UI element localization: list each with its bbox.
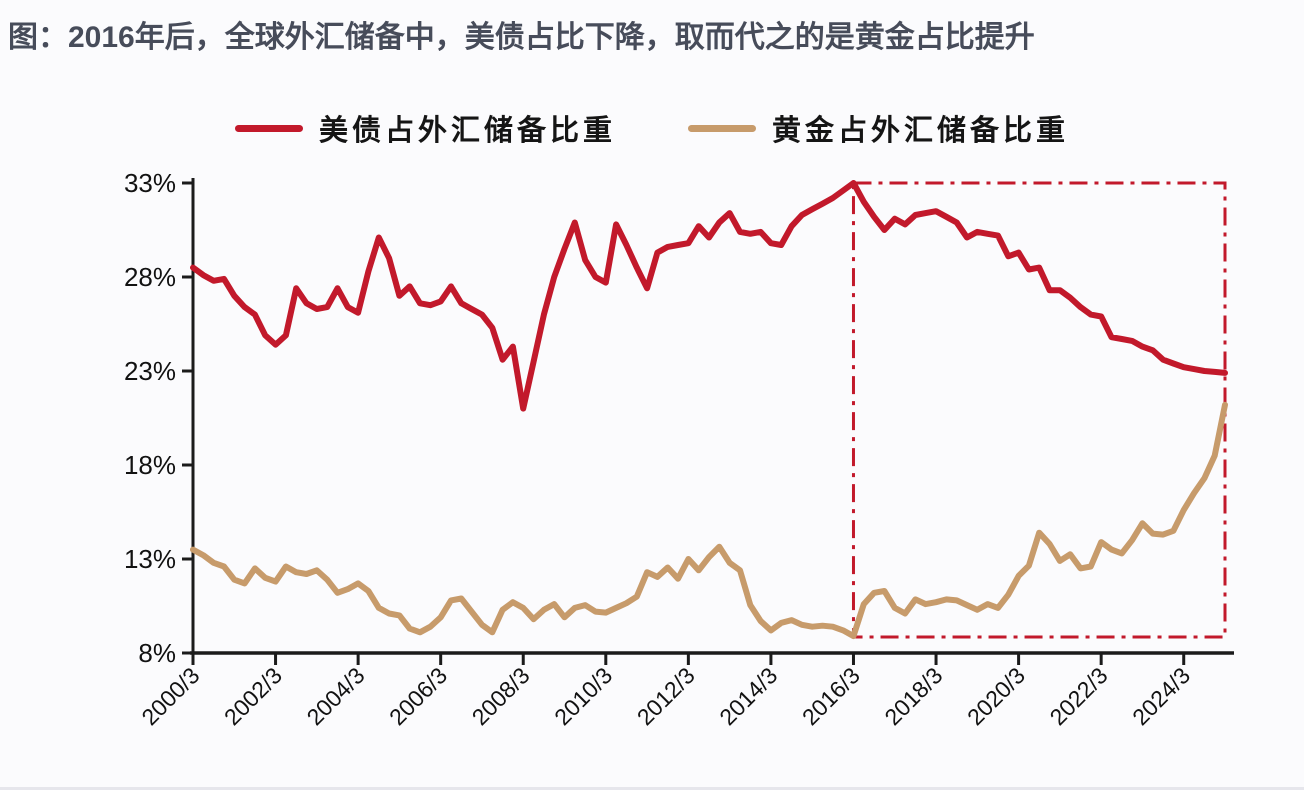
y-tick-label: 8% — [138, 638, 176, 668]
x-tick-label: 2008/3 — [467, 662, 535, 730]
series-us-debt-line — [190, 180, 1228, 412]
chart-legend: 美债占外汇储备比重 黄金占外汇储备比重 — [0, 104, 1304, 152]
x-tick-label: 2010/3 — [549, 662, 617, 730]
legend-item-gold: 黄金占外汇储备比重 — [688, 107, 1069, 149]
legend-item-us-debt: 美债占外汇储备比重 — [234, 107, 616, 149]
legend-line-swatch-red — [234, 124, 303, 132]
y-tick-label: 18% — [124, 450, 176, 480]
x-tick-label: 2016/3 — [797, 662, 865, 730]
x-tick-label: 2020/3 — [962, 662, 1030, 730]
x-tick-label: 2022/3 — [1045, 662, 1113, 730]
x-tick-label: 2012/3 — [632, 662, 700, 730]
y-tick-label: 28% — [124, 262, 176, 292]
chart-title: 图：2016年后，全球外汇储备中，美债占比下降，取而代之的是黄金占比提升 — [8, 21, 1035, 54]
y-tick-label: 23% — [124, 356, 176, 386]
x-tick-label: 2018/3 — [879, 662, 947, 730]
legend-label-gold: 黄金占外汇储备比重 — [772, 113, 1070, 147]
x-tick-label: 2004/3 — [302, 662, 370, 730]
x-tick-label: 2014/3 — [714, 662, 782, 730]
y-tick-label: 13% — [124, 544, 176, 574]
x-tick-label: 2000/3 — [136, 662, 204, 730]
legend-line-swatch-gold — [688, 124, 756, 132]
x-tick-label: 2002/3 — [219, 662, 287, 730]
bottom-divider — [0, 787, 1304, 790]
highlight-box-2016-onward — [851, 181, 1227, 639]
series-gold-line — [190, 401, 1228, 640]
x-tick-label: 2024/3 — [1127, 662, 1195, 730]
legend-label-us-debt: 美债占外汇储备比重 — [318, 113, 616, 147]
x-tick-label: 2006/3 — [384, 662, 452, 730]
y-tick-label: 33% — [124, 168, 176, 198]
